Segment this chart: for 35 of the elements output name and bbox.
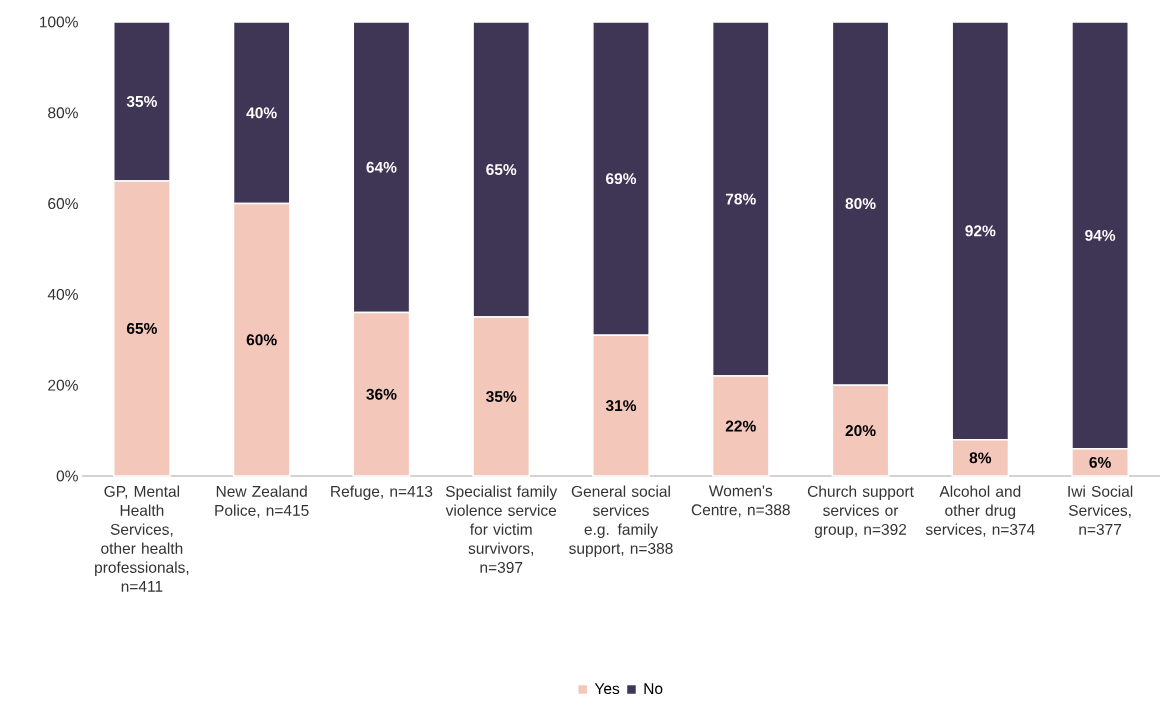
y-tick-label: 0% [56,470,78,482]
y-tick-label: 100% [40,16,78,28]
data-label: 92% [965,225,996,237]
legend-label: Yes [594,683,620,695]
x-tick-label: General social services e.g. family support, n=388 [569,485,673,557]
data-label: 36% [366,388,397,400]
x-tick-label: Church support services or group, n=392 [807,485,914,538]
data-label: 65% [126,322,157,334]
data-label: 35% [126,95,157,107]
data-label: 8% [969,452,992,464]
x-tick-label: New Zealand Police, n=415 [215,485,309,518]
data-label: 65% [486,164,517,176]
y-tick-label: 60% [48,198,78,210]
y-tick-label: 20% [48,379,78,391]
x-tick-label: Women's Centre, n=388 [691,485,790,518]
x-tick-label: Alcohol and other drug services, n=374 [925,485,1035,537]
data-label: 6% [1089,456,1111,468]
data-label: 31% [605,400,637,412]
data-label: 80% [845,198,876,210]
data-label: 94% [1085,229,1116,241]
x-tick-label: GP, Mental Health Services, other health professionals, n=411 [95,485,189,592]
y-tick-label: 40% [47,288,78,300]
x-tick-label: Specialist family violence service for victim survivors, n=397 [445,485,558,573]
legend-label: No [644,683,663,695]
data-label: 40% [246,107,277,119]
x-tick-label: Iwi Social Services, n=377 [1068,485,1133,535]
data-label: 64% [366,161,397,173]
data-label: 60% [246,334,277,346]
data-label: 78% [725,193,756,205]
data-label: 20% [845,425,876,437]
y-tick-label: 80% [48,107,78,119]
data-label: 69% [606,173,637,185]
data-label: 22% [725,420,756,432]
x-tick-label: Refuge, n=413 [331,485,433,500]
data-label: 35% [486,391,517,403]
